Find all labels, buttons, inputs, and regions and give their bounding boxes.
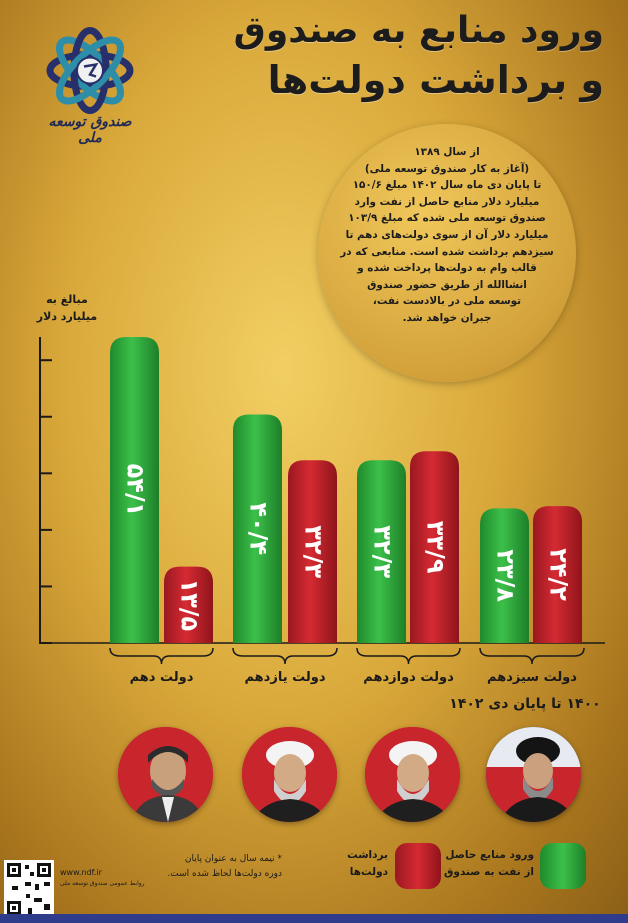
footer-org: روابط عمومی صندوق توسعه ملی [60,880,145,887]
group-brace-2 [356,647,461,665]
category-label-sizdahom: دولت سیزدهم [487,670,577,685]
legend-swatch-inflow [540,843,586,889]
legend-label-inflow: ورود منابع حاصل از نفت به صندوق [444,849,534,878]
bar-label-withdrawal-1: ۳۲/۳ [300,525,328,578]
ndf-logo-icon [46,27,134,114]
footer-website[interactable]: www.ndf.ir [60,868,102,877]
category-label-yazdahom: دولت یازدهم [244,670,326,685]
group-brace-0 [109,647,214,665]
bar-label-inflow-0: ۵۴/۱ [122,464,150,517]
description-circle: از سال ۱۳۸۹ (آغاز به کار صندوق توسعه ملی… [318,124,576,382]
page-title-line2: و برداشت دولت‌ها [267,58,604,102]
group-brace-3 [479,647,585,665]
bar-withdrawal-1 [288,460,337,643]
bar-inflow-1 [233,414,282,643]
logo-caption: صندوق توسعه ملی [48,114,132,146]
group-brace-1 [232,647,338,665]
description-text: از سال ۱۳۸۹ (آغاز به کار صندوق توسعه ملی… [340,146,554,324]
bar-label-withdrawal-2: ۳۳/۹ [422,521,450,574]
bar-label-withdrawal-0: ۱۳/۵ [176,578,204,631]
category-label-dahom: دولت دهم [129,670,194,685]
portrait-ahmadinejad [118,727,213,822]
portrait-rouhani-1 [242,727,337,822]
bar-inflow-0 [110,337,159,643]
portrait-raisi [486,727,581,822]
bar-label-inflow-3: ۲۳/۸ [492,549,520,602]
category-label-davazdahom: دولت دوازدهم [363,670,454,685]
bar-withdrawal-2 [410,451,459,643]
legend-swatch-withdrawal [395,843,441,889]
bar-withdrawal-0 [164,566,213,643]
page-title-line1: ورود منابع به صندوق [233,10,604,51]
portrait-rouhani-2 [365,727,460,822]
qr-code-icon [4,860,54,918]
bar-withdrawal-3 [533,506,582,643]
bottom-bar [0,914,628,923]
legend-label-withdrawal: برداشت دولت‌ها [347,849,388,878]
bar-label-withdrawal-3: ۲۴/۲ [545,548,573,601]
footnote: * نیمه سال به عنوان پایان دوره دولت‌ها ل… [167,854,282,879]
bar-inflow-3 [480,508,529,643]
period-label: ۱۴۰۰ تا پایان دی ۱۴۰۲ [449,696,601,712]
bar-inflow-2 [357,460,406,643]
bar-label-inflow-1: ۴۰/۴ [245,502,273,555]
bar-label-inflow-2: ۳۲/۳ [369,525,397,578]
y-axis-label: مبالغ به میلیارد دلار [36,293,98,323]
